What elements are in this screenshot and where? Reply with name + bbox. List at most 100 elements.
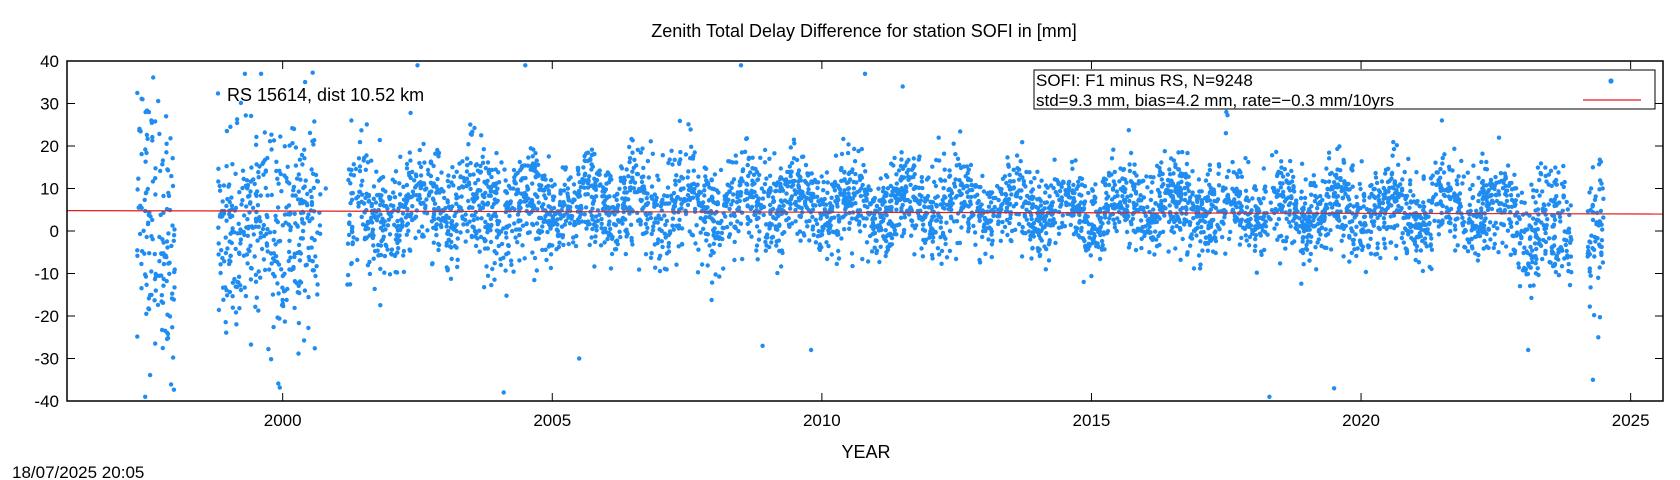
data-point: [1127, 198, 1132, 204]
data-point: [949, 207, 954, 212]
data-point: [404, 161, 410, 167]
data-point: [746, 173, 751, 179]
data-point: [217, 183, 222, 189]
data-point: [1347, 259, 1352, 264]
data-point: [1399, 186, 1405, 191]
data-point: [909, 218, 914, 223]
data-point: [572, 223, 577, 228]
data-point: [273, 213, 278, 219]
data-point: [1275, 192, 1280, 197]
data-point: [1297, 224, 1303, 229]
data-point: [1402, 169, 1407, 175]
data-point: [796, 183, 801, 188]
data-point: [159, 299, 164, 304]
data-point: [1423, 241, 1428, 246]
data-point: [1132, 162, 1137, 167]
data-point: [730, 160, 735, 165]
data-point: [1029, 216, 1034, 222]
data-point: [756, 215, 761, 221]
data-point: [1183, 205, 1189, 210]
data-point: [1042, 244, 1047, 249]
data-point: [1420, 268, 1426, 274]
data-point: [904, 170, 910, 175]
data-point: [593, 239, 598, 245]
data-point: [417, 160, 422, 166]
data-point: [1000, 229, 1005, 234]
data-point: [1145, 204, 1150, 210]
data-point: [434, 232, 439, 238]
data-point: [1049, 218, 1055, 223]
data-point: [391, 190, 396, 195]
data-point: [496, 243, 501, 249]
data-point: [1376, 225, 1381, 230]
data-point: [785, 184, 790, 189]
data-point: [909, 233, 914, 238]
data-point: [1237, 201, 1243, 206]
data-point: [1394, 190, 1399, 196]
data-point: [852, 146, 857, 152]
data-point: [1253, 236, 1258, 242]
data-point: [1436, 178, 1441, 183]
data-point: [662, 231, 667, 236]
data-point: [1302, 201, 1308, 206]
data-point: [683, 152, 689, 157]
data-point: [947, 193, 953, 198]
data-point: [566, 241, 571, 247]
data-point: [485, 273, 491, 278]
data-point: [736, 229, 741, 234]
data-point: [689, 144, 694, 149]
data-point: [436, 241, 441, 247]
data-point: [1357, 181, 1363, 187]
data-point: [1477, 192, 1482, 197]
data-point: [842, 177, 847, 182]
data-point: [1549, 183, 1554, 189]
data-point: [1489, 192, 1495, 198]
data-point: [738, 193, 743, 198]
data-point: [759, 186, 765, 191]
data-point: [294, 176, 300, 181]
data-point: [919, 246, 924, 251]
data-point: [472, 213, 477, 218]
data-point: [872, 224, 877, 229]
data-point: [703, 231, 708, 236]
data-point: [1079, 182, 1085, 187]
data-point: [959, 225, 964, 230]
data-point: [424, 197, 429, 202]
data-point: [1479, 215, 1484, 220]
data-point: [713, 272, 718, 277]
data-point: [729, 185, 734, 191]
data-point: [1148, 174, 1153, 180]
data-point: [296, 351, 301, 356]
data-point: [346, 232, 352, 238]
data-point: [632, 157, 637, 162]
data-point: [144, 150, 149, 156]
data-point: [803, 162, 809, 168]
data-point: [1086, 190, 1091, 196]
data-point: [1453, 248, 1458, 253]
data-point: [883, 253, 888, 259]
data-point: [172, 285, 177, 290]
data-point: [223, 320, 228, 325]
data-point: [946, 187, 951, 193]
data-point: [1376, 193, 1381, 199]
data-point: [280, 285, 285, 290]
data-point: [1434, 202, 1439, 207]
data-point: [257, 215, 262, 220]
data-point: [269, 147, 274, 152]
data-point: [546, 191, 552, 196]
data-point: [357, 164, 363, 169]
data-point: [717, 242, 722, 248]
data-point: [693, 241, 698, 246]
data-point: [153, 176, 158, 181]
data-point: [723, 214, 728, 219]
data-point: [813, 240, 819, 245]
data-point: [1375, 245, 1380, 251]
data-point: [245, 186, 250, 191]
data-point: [1345, 194, 1351, 199]
data-point: [418, 173, 424, 178]
data-point: [282, 319, 288, 324]
data-point: [1457, 191, 1463, 196]
data-point: [1126, 128, 1132, 133]
data-point: [1358, 205, 1363, 211]
data-point: [898, 178, 903, 183]
